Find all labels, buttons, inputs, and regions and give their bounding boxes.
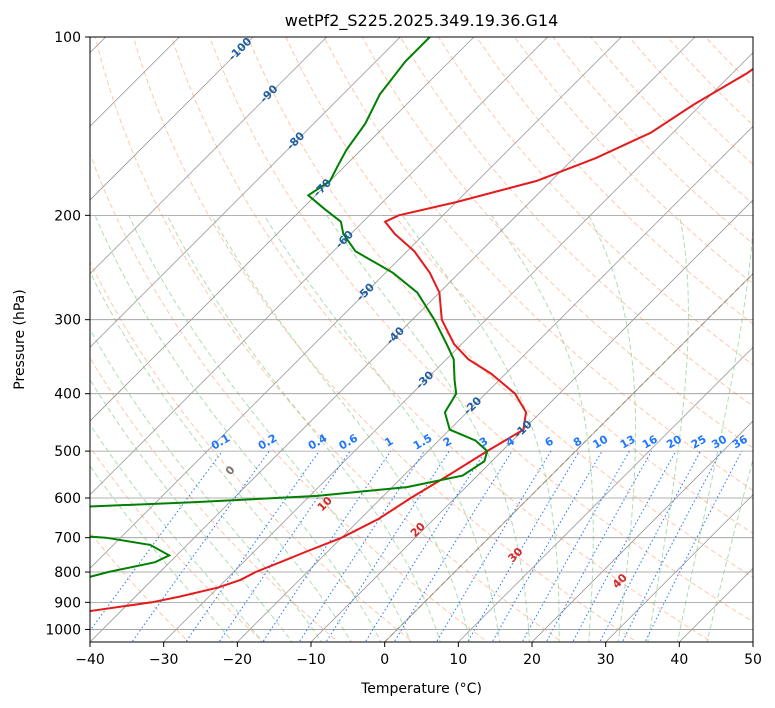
isotherm-line <box>90 37 401 348</box>
mixing-ratio-line <box>90 450 223 632</box>
dewpoint-profile <box>90 37 489 589</box>
dry-adiabat <box>171 37 713 642</box>
data-layer <box>90 37 753 613</box>
moist-adiabat <box>263 215 501 642</box>
moist-adiabat <box>326 215 530 642</box>
y-tick-label: 200 <box>54 208 81 224</box>
mixing-ratio-line <box>325 450 450 642</box>
mixing-ratio-line <box>364 450 486 642</box>
mixing-ratio-line <box>621 450 722 642</box>
isotherm-line <box>531 420 753 642</box>
y-tick-label: 300 <box>54 313 81 329</box>
y-tick-label: 100 <box>54 30 81 46</box>
mixing-ratio-line <box>466 450 580 642</box>
y-tick-label: 900 <box>54 595 81 611</box>
zero-isotherm-line <box>384 272 753 642</box>
mixing-ratio-line <box>393 450 513 642</box>
y-tick-label: 700 <box>54 531 81 547</box>
isotherm-line <box>90 37 475 422</box>
isotherm-line <box>605 494 753 642</box>
x-axis-label: Temperature (°C) <box>360 681 482 697</box>
plot-background <box>90 37 753 642</box>
y-tick-label: 1000 <box>45 622 81 638</box>
moist-adiabat <box>401 215 560 642</box>
isotherm-line <box>310 199 753 642</box>
isotherm-line <box>237 125 753 642</box>
plot-frame <box>89 36 754 643</box>
moist-adiabat <box>647 215 689 642</box>
dry-adiabat <box>90 152 489 642</box>
mixing-ratio-line <box>572 450 677 642</box>
moist-adiabat <box>128 215 412 642</box>
moist-adiabat <box>94 215 382 642</box>
moist-adiabat <box>211 215 471 642</box>
dry-adiabat <box>399 37 753 407</box>
mixing-ratio-line <box>262 450 392 642</box>
moist-adiabat <box>588 215 637 642</box>
dry-adiabat <box>90 446 265 642</box>
x-tick-label: 0 <box>380 652 389 668</box>
moist-adiabat <box>706 457 753 642</box>
x-tick-label: −10 <box>296 652 326 668</box>
moist-adiabat <box>90 270 352 642</box>
y-tick-label: 800 <box>54 565 81 581</box>
x-tick-label: 40 <box>670 652 688 668</box>
moist-adiabat <box>90 423 264 642</box>
axis-layer: −40 −30 −20 −10 0 10 20 30 40 50 100 200 300 400 500 60… <box>45 30 762 668</box>
x-tick-label: 20 <box>523 652 541 668</box>
x-tick-label: −20 <box>223 652 253 668</box>
moist-adiabat <box>90 328 323 642</box>
dry-adiabat <box>323 37 753 491</box>
dry-adiabat <box>437 37 753 366</box>
chart-title: wetPf2_S225.2025.349.19.36.G14 <box>285 11 559 31</box>
moist-adiabat <box>166 215 441 642</box>
mixing-ratio-line <box>298 450 425 642</box>
isotherm-line <box>163 52 753 642</box>
x-tick-label: 10 <box>449 652 467 668</box>
isotherm-line <box>90 37 254 201</box>
moist-adiabat <box>676 221 753 642</box>
dry-adiabat <box>90 356 339 642</box>
isotherm-line <box>90 37 622 569</box>
isotherm-line <box>90 37 696 642</box>
mixing-ratio-line <box>185 450 320 642</box>
y-tick-label: 400 <box>54 387 81 403</box>
y-axis-label: Pressure (hPa) <box>12 289 28 389</box>
isotherm-line <box>90 37 327 275</box>
isotherm-line <box>752 641 753 642</box>
dry-adiabat <box>476 37 753 325</box>
isotherm-line <box>458 346 753 642</box>
y-tick-label: 500 <box>54 444 81 460</box>
mixing-ratio-line <box>599 450 701 642</box>
temperature-profile <box>90 67 753 613</box>
x-tick-label: 50 <box>744 652 762 668</box>
x-tick-label: 30 <box>597 652 615 668</box>
isotherm-line <box>90 37 548 496</box>
x-tick-label: −30 <box>149 652 179 668</box>
grid-layer <box>90 37 753 642</box>
dry-adiabat <box>361 37 753 449</box>
mixing-ratio-line <box>131 450 270 642</box>
moist-adiabat <box>490 215 594 642</box>
moist-adiabat <box>90 465 234 642</box>
y-tick-label: 600 <box>54 491 81 507</box>
x-tick-label: −40 <box>75 652 105 668</box>
